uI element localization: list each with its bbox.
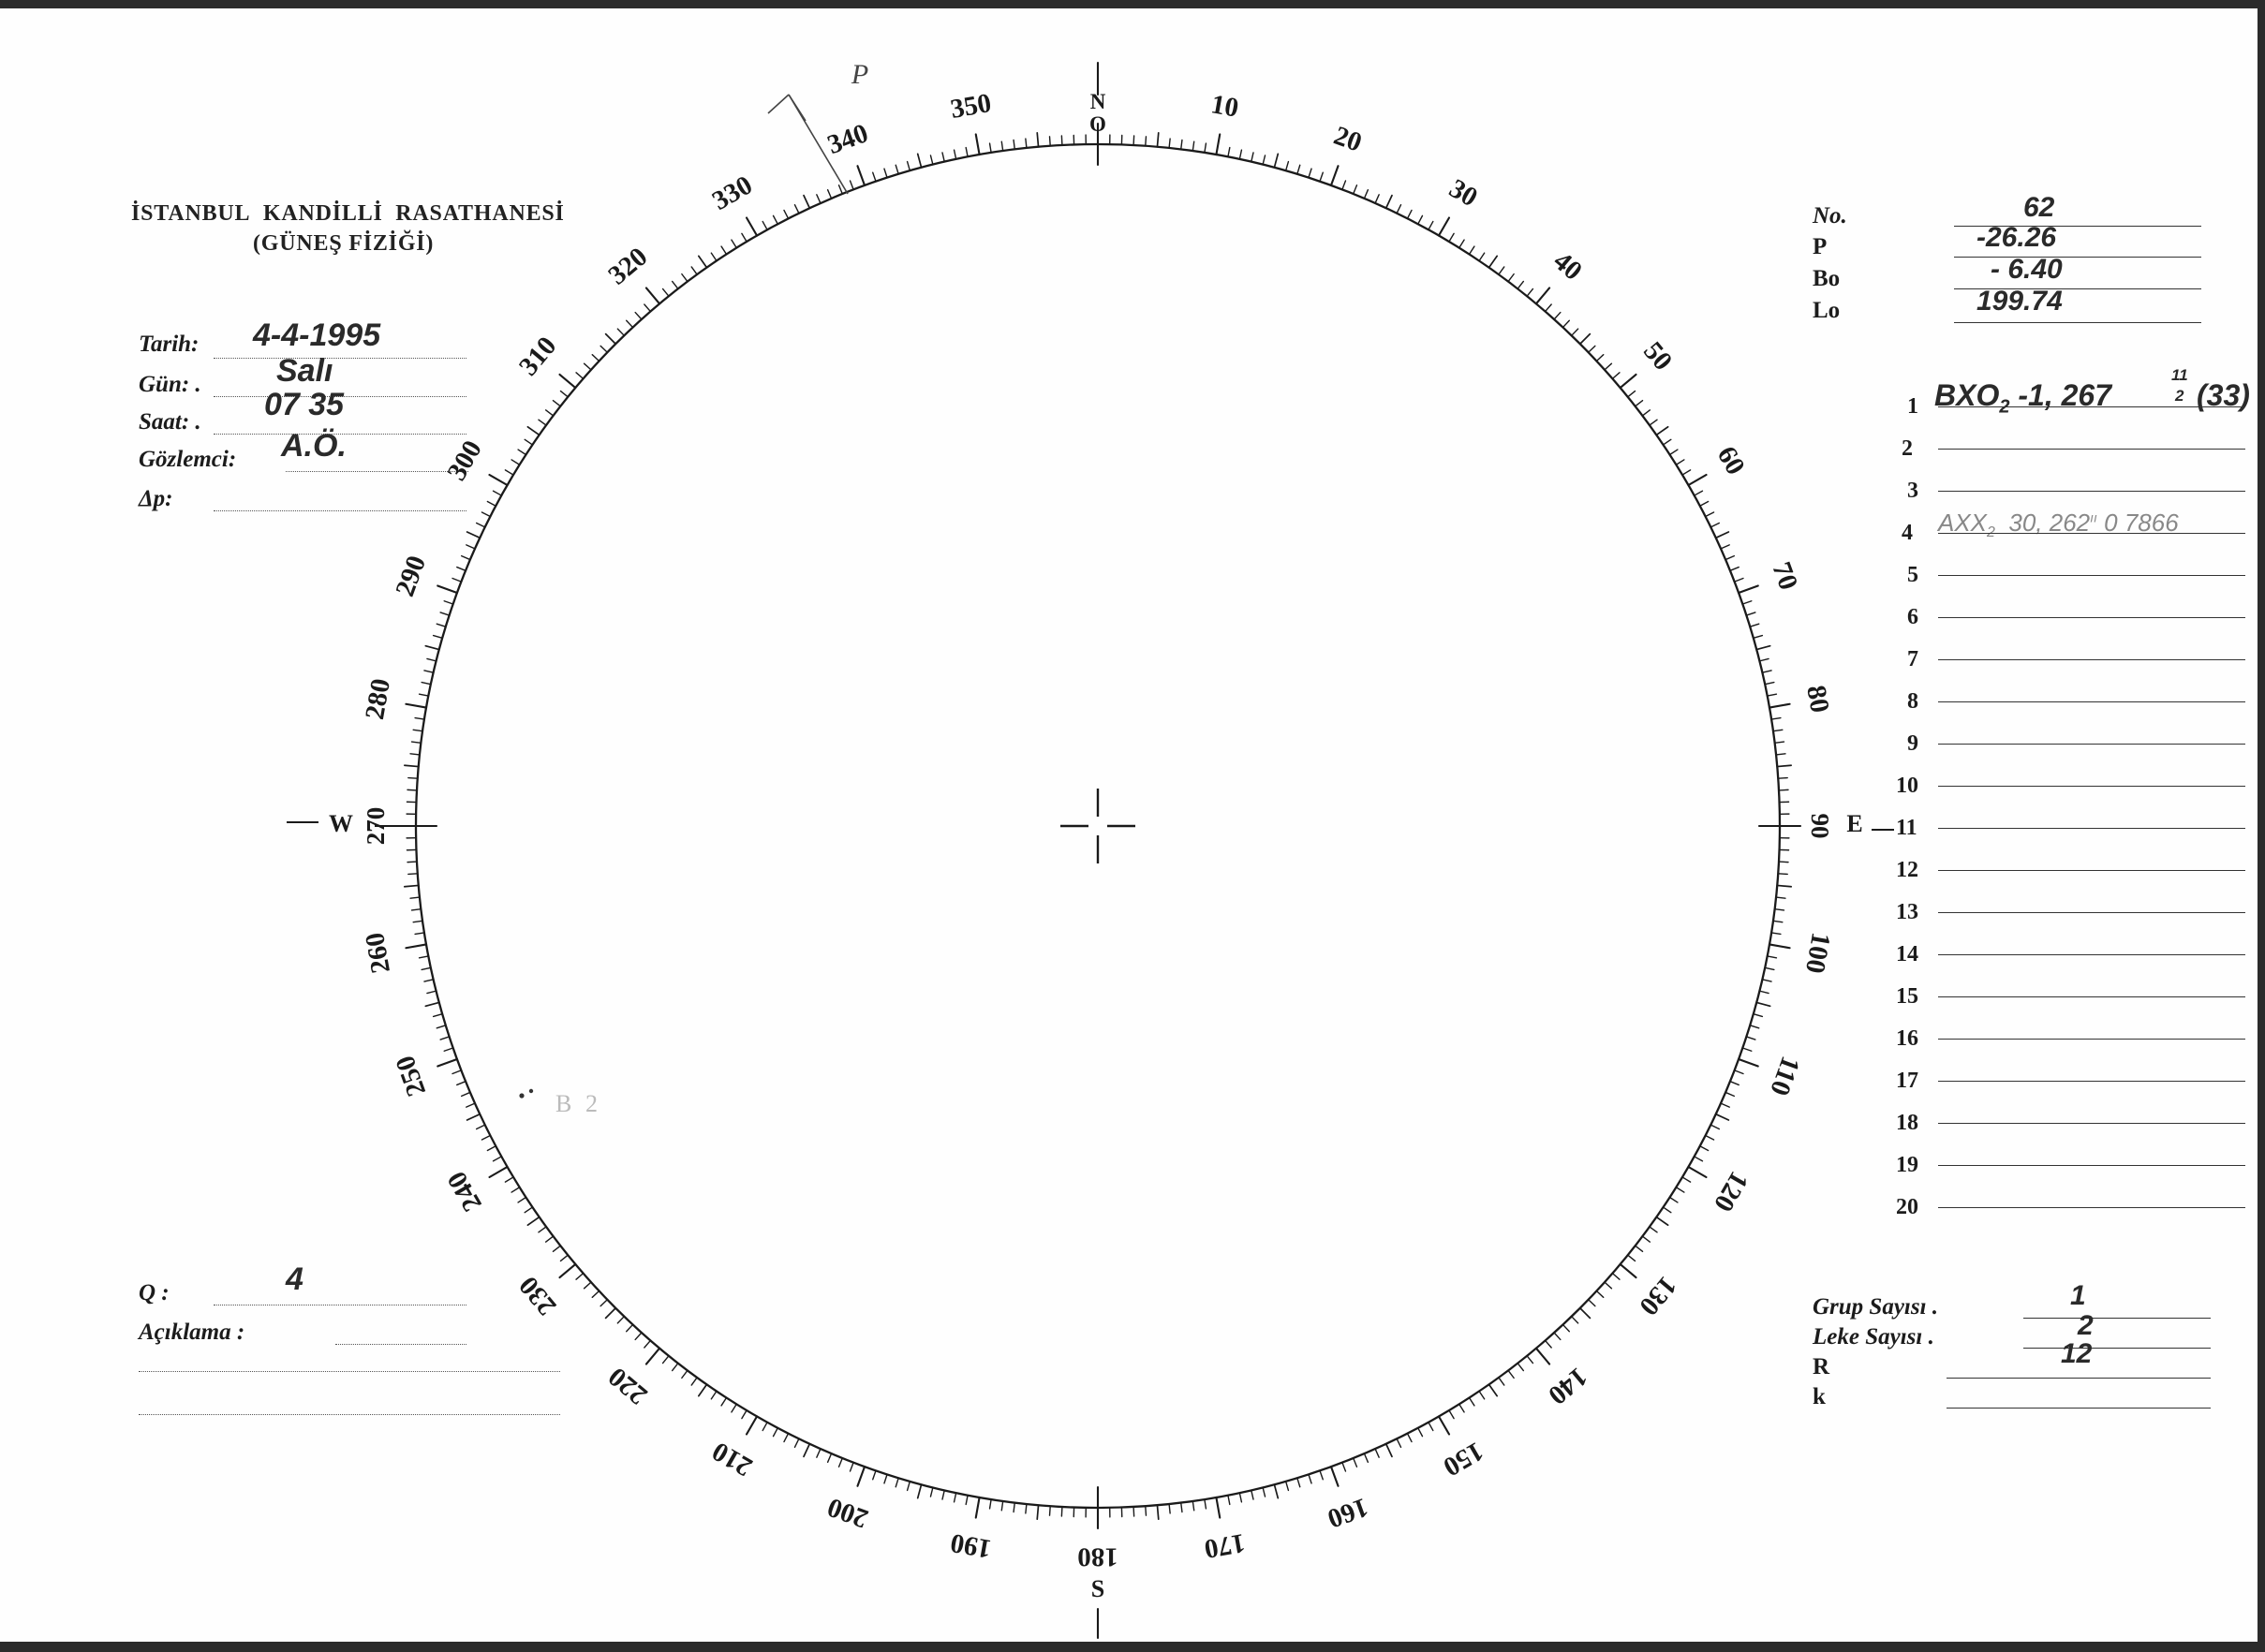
- svg-text:70: 70: [1766, 558, 1803, 594]
- svg-text:280: 280: [360, 676, 396, 721]
- svg-text:10: 10: [1208, 89, 1240, 124]
- svg-text:320: 320: [602, 242, 653, 290]
- svg-text:310: 310: [513, 331, 562, 381]
- svg-text:30: 30: [1444, 173, 1483, 213]
- svg-text:150: 150: [1438, 1436, 1488, 1482]
- svg-text:N: N: [1090, 90, 1106, 113]
- svg-text:170: 170: [1202, 1527, 1247, 1564]
- svg-text:200: 200: [823, 1492, 872, 1534]
- svg-text:290: 290: [390, 552, 432, 600]
- svg-text:2: 2: [585, 1090, 598, 1117]
- svg-text:E: E: [1846, 810, 1862, 837]
- svg-text:B: B: [555, 1090, 571, 1117]
- svg-text:50: 50: [1637, 336, 1678, 376]
- svg-text:130: 130: [1634, 1271, 1682, 1321]
- svg-text:40: 40: [1547, 246, 1588, 287]
- svg-text:100: 100: [1799, 930, 1836, 975]
- svg-text:260: 260: [360, 930, 396, 975]
- svg-text:350: 350: [948, 88, 993, 125]
- svg-text:S: S: [1091, 1575, 1104, 1602]
- svg-text:160: 160: [1324, 1492, 1372, 1534]
- svg-text:20: 20: [1330, 121, 1366, 158]
- svg-text:O: O: [1089, 112, 1106, 136]
- svg-text:80: 80: [1800, 683, 1835, 715]
- svg-text:120: 120: [1708, 1166, 1754, 1217]
- svg-text:P: P: [851, 59, 868, 90]
- svg-text:240: 240: [441, 1166, 487, 1217]
- svg-text:60: 60: [1711, 441, 1751, 479]
- svg-text:220: 220: [602, 1362, 653, 1410]
- svg-text:230: 230: [513, 1271, 562, 1321]
- svg-text:330: 330: [707, 170, 758, 215]
- svg-text:300: 300: [441, 435, 487, 486]
- svg-text:140: 140: [1543, 1362, 1593, 1410]
- svg-text:110: 110: [1764, 1053, 1805, 1099]
- svg-text:W: W: [329, 810, 353, 837]
- svg-text:190: 190: [948, 1527, 993, 1564]
- svg-text:180: 180: [1077, 1541, 1118, 1571]
- svg-text:90: 90: [1806, 814, 1834, 839]
- svg-text:210: 210: [707, 1436, 758, 1482]
- svg-text:250: 250: [390, 1052, 432, 1100]
- svg-text:340: 340: [823, 118, 872, 160]
